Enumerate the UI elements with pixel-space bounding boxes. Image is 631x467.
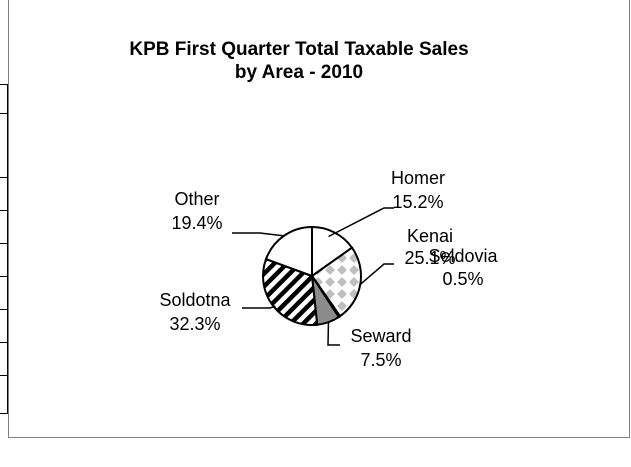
slice-value-homer: 15.2%	[392, 192, 443, 212]
sheet-row-line	[0, 276, 8, 277]
slice-label-other: Other	[174, 189, 219, 209]
pie-slice-other[interactable]	[264, 225, 313, 278]
sheet-row-line	[0, 375, 8, 376]
sheet-row-line	[0, 342, 8, 343]
slice-value-other: 19.4%	[171, 213, 222, 233]
leader-line-homer	[328, 207, 394, 238]
slice-value-seldovia: 0.5%	[442, 269, 483, 289]
sheet-row-line	[0, 243, 8, 244]
leader-line-kenai	[359, 263, 394, 285]
chart-title: KPB First Quarter Total Taxable Sales	[129, 39, 469, 60]
spreadsheet-edge	[0, 84, 8, 414]
sheet-row-line	[0, 177, 8, 178]
slice-label-homer: Homer	[391, 168, 445, 188]
chart-area[interactable]: KPB First Quarter Total Taxable Sales by…	[8, 0, 630, 438]
sheet-row-line	[0, 113, 8, 114]
leader-line-seward	[327, 322, 340, 346]
sheet-row-line	[0, 309, 8, 310]
pie-slice-kenai[interactable]	[310, 246, 362, 318]
slice-value-kenai: 25.1%	[404, 248, 455, 268]
slice-value-seward: 7.5%	[360, 350, 401, 370]
leader-line-soldotna	[242, 305, 276, 309]
chart-subtitle: by Area - 2010	[234, 62, 364, 83]
slice-value-soldotna: 32.3%	[169, 314, 220, 334]
leader-lines	[232, 207, 394, 346]
pie-slices	[262, 225, 362, 326]
slice-label-seldovia: Seldovia	[428, 246, 498, 266]
slice-label-seward: Seward	[350, 326, 411, 346]
slice-label-kenai: Kenai	[407, 226, 453, 246]
slice-label-soldotna: Soldotna	[159, 290, 231, 310]
leader-line-other	[232, 232, 285, 237]
sheet-row-line	[0, 210, 8, 211]
